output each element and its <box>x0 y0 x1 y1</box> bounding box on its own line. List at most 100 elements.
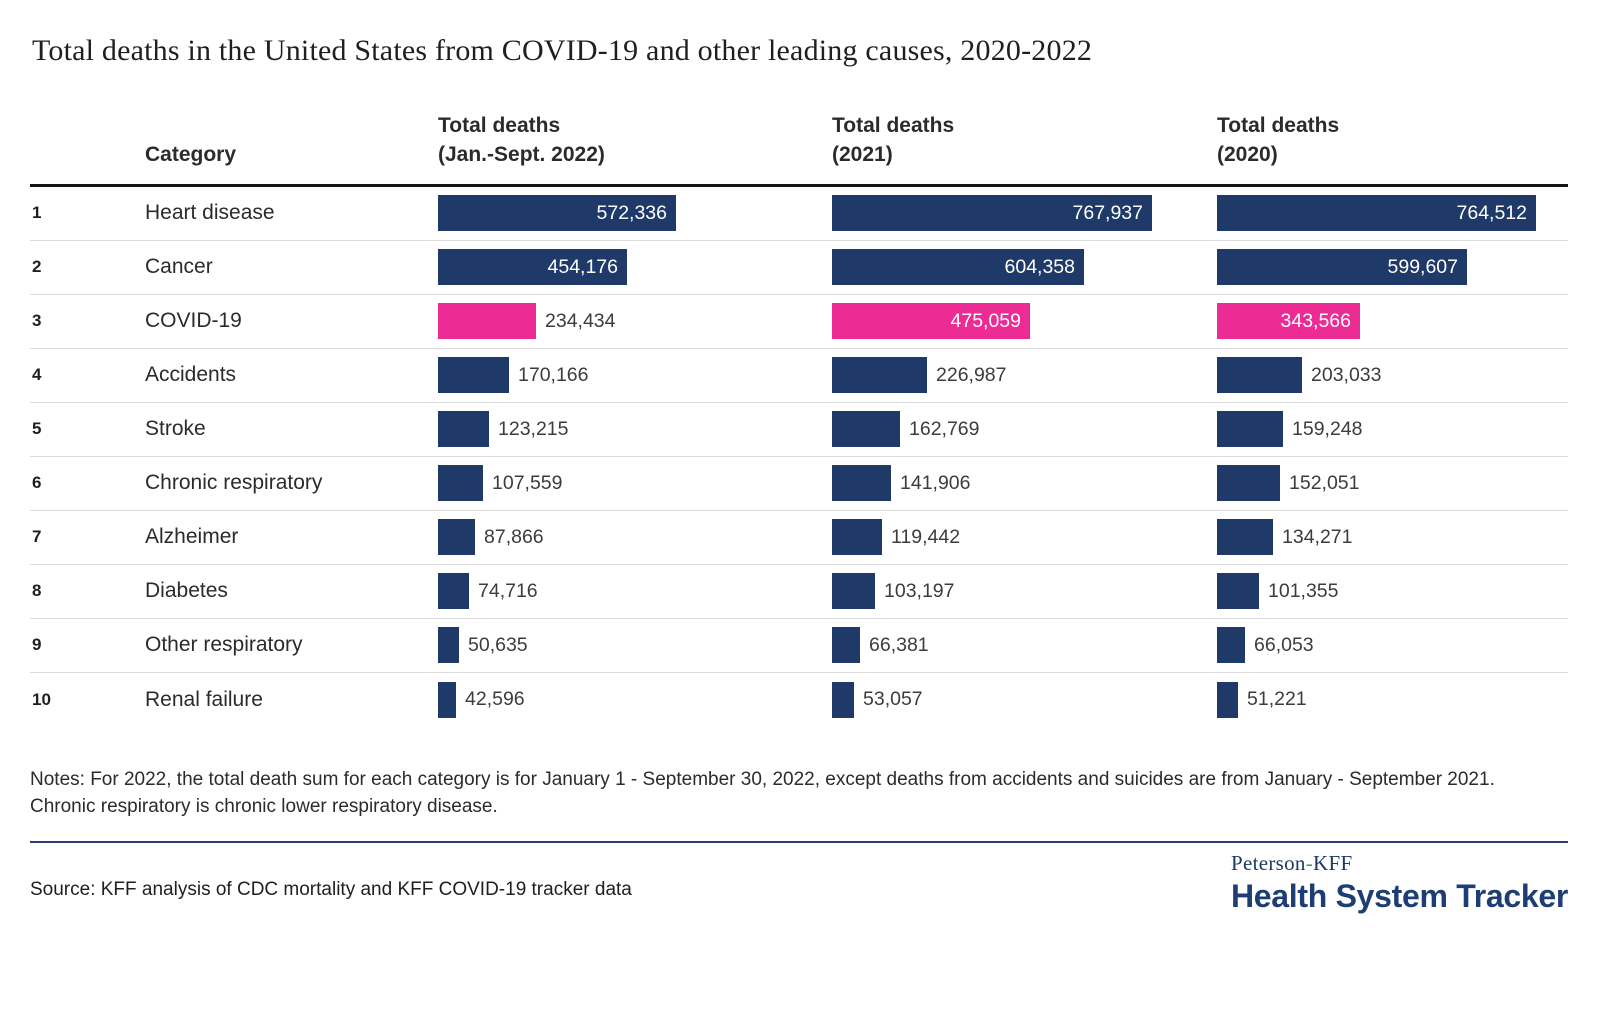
bar-cell: 170,166 <box>438 349 832 402</box>
bar-value-label: 141,906 <box>900 471 971 494</box>
column-header-2022: Total deaths (Jan.-Sept. 2022) <box>438 112 832 170</box>
bar-value-label: 123,215 <box>498 417 569 440</box>
row-category: Cancer <box>145 255 213 279</box>
row-rank: 2 <box>32 257 42 277</box>
peterson-kff-logo: Peterson-KFF Health System Tracker <box>1231 851 1568 915</box>
table-body: 1 Heart disease 572,336 767,937 764,512 … <box>30 183 1568 727</box>
table-row: 4 Accidents 170,166 226,987 203,033 <box>30 349 1568 403</box>
column-header-2022-line1: Total deaths <box>438 114 561 137</box>
bar-cell: 123,215 <box>438 403 832 456</box>
row-category: Alzheimer <box>145 525 239 549</box>
bar-value-label: 107,559 <box>492 471 563 494</box>
bar-value-label: 170,166 <box>518 363 589 386</box>
bar-cell: 152,051 <box>1217 457 1568 510</box>
page-title: Total deaths in the United States from C… <box>32 34 1093 67</box>
bar-cell: 134,271 <box>1217 511 1568 564</box>
bar-value-label: 343,566 <box>1280 309 1352 332</box>
row-rank: 1 <box>32 203 42 223</box>
bar <box>438 681 456 718</box>
row-rank: 10 <box>32 689 51 709</box>
category-column-header: Category <box>145 142 237 166</box>
bar-value-label: 604,358 <box>1004 255 1076 278</box>
bar-cell: 103,197 <box>832 565 1217 618</box>
table-row: 5 Stroke 123,215 162,769 159,248 <box>30 403 1568 457</box>
notes-text: Notes: For 2022, the total death sum for… <box>30 768 1495 817</box>
row-category: Diabetes <box>145 579 228 603</box>
row-rank: 3 <box>32 311 42 331</box>
bar-cell: 141,906 <box>832 457 1217 510</box>
table-row: 9 Other respiratory 50,635 66,381 66,053 <box>30 619 1568 673</box>
bar <box>438 627 459 664</box>
row-category: Renal failure <box>145 687 263 711</box>
bar-value-label: 475,059 <box>950 309 1022 332</box>
bar <box>832 573 875 610</box>
row-rank: 9 <box>32 635 42 655</box>
bar-value-label: 103,197 <box>884 579 955 602</box>
bar-value-label: 42,596 <box>465 688 525 711</box>
row-category: Accidents <box>145 363 237 387</box>
bar-value-label: 572,336 <box>596 201 668 224</box>
table-row: 8 Diabetes 74,716 103,197 101,355 <box>30 565 1568 619</box>
bar: 599,607 <box>1217 249 1467 286</box>
table-header: Category Total deaths (Jan.-Sept. 2022) … <box>30 112 1568 184</box>
bar: 604,358 <box>832 249 1084 286</box>
column-header-2022-line2: (Jan.-Sept. 2022) <box>438 142 605 166</box>
bar-value-label: 159,248 <box>1292 417 1363 440</box>
bar-value-label: 50,635 <box>468 633 528 656</box>
bar-value-label: 162,769 <box>909 417 980 440</box>
row-category: Stroke <box>145 417 206 441</box>
bar <box>438 519 475 556</box>
row-rank: 6 <box>32 473 42 493</box>
bar-cell: 764,512 <box>1217 187 1568 240</box>
logo-hyphen: - <box>1305 850 1314 875</box>
bar <box>438 357 509 394</box>
row-category: Other respiratory <box>145 633 303 657</box>
bar-cell: 572,336 <box>438 187 832 240</box>
bar-cell: 51,221 <box>1217 673 1568 727</box>
bar-cell: 107,559 <box>438 457 832 510</box>
footer: Source: KFF analysis of CDC mortality an… <box>30 843 1568 915</box>
bar-value-label: 74,716 <box>478 579 538 602</box>
logo-peterson-kff: Peterson-KFF <box>1231 850 1353 875</box>
bar-cell: 119,442 <box>832 511 1217 564</box>
row-category: Heart disease <box>145 201 275 225</box>
bar-value-label: 119,442 <box>891 525 961 548</box>
row-rank: 8 <box>32 581 42 601</box>
row-rank: 5 <box>32 419 42 439</box>
column-header-2020-line1: Total deaths <box>1217 114 1340 137</box>
bar <box>1217 357 1302 394</box>
bar-cell: 454,176 <box>438 241 832 294</box>
table-row: 2 Cancer 454,176 604,358 599,607 <box>30 241 1568 295</box>
bar: 454,176 <box>438 249 627 286</box>
bar-value-label: 66,381 <box>869 633 929 656</box>
bar-value-label: 101,355 <box>1268 579 1339 602</box>
bar-value-label: 234,434 <box>545 309 616 332</box>
bar-value-label: 454,176 <box>547 255 619 278</box>
bar-cell: 159,248 <box>1217 403 1568 456</box>
bar <box>1217 681 1238 718</box>
bar <box>832 519 882 556</box>
bar: 767,937 <box>832 195 1152 232</box>
bar-value-label: 767,937 <box>1072 201 1144 224</box>
bar <box>1217 411 1283 448</box>
bar <box>832 627 860 664</box>
bar: 343,566 <box>1217 303 1360 340</box>
bar <box>438 573 469 610</box>
bar-cell: 226,987 <box>832 349 1217 402</box>
bar-cell: 162,769 <box>832 403 1217 456</box>
bar <box>438 411 489 448</box>
column-header-2021: Total deaths (2021) <box>832 112 1217 170</box>
bar-cell: 234,434 <box>438 295 832 348</box>
source-text: Source: KFF analysis of CDC mortality an… <box>30 878 632 900</box>
bar: 764,512 <box>1217 195 1536 232</box>
logo-health-system-tracker: Health System Tracker <box>1231 877 1568 914</box>
column-header-2021-line1: Total deaths <box>832 114 955 137</box>
column-header-2020: Total deaths (2020) <box>1217 112 1568 170</box>
bar-value-label: 152,051 <box>1289 471 1360 494</box>
bar-value-label: 599,607 <box>1387 255 1459 278</box>
table-row: 3 COVID-19 234,434 475,059 343,566 <box>30 295 1568 349</box>
bar-value-label: 134,271 <box>1282 525 1353 548</box>
bar <box>1217 519 1273 556</box>
bar <box>832 465 891 502</box>
bar-value-label: 226,987 <box>936 363 1007 386</box>
